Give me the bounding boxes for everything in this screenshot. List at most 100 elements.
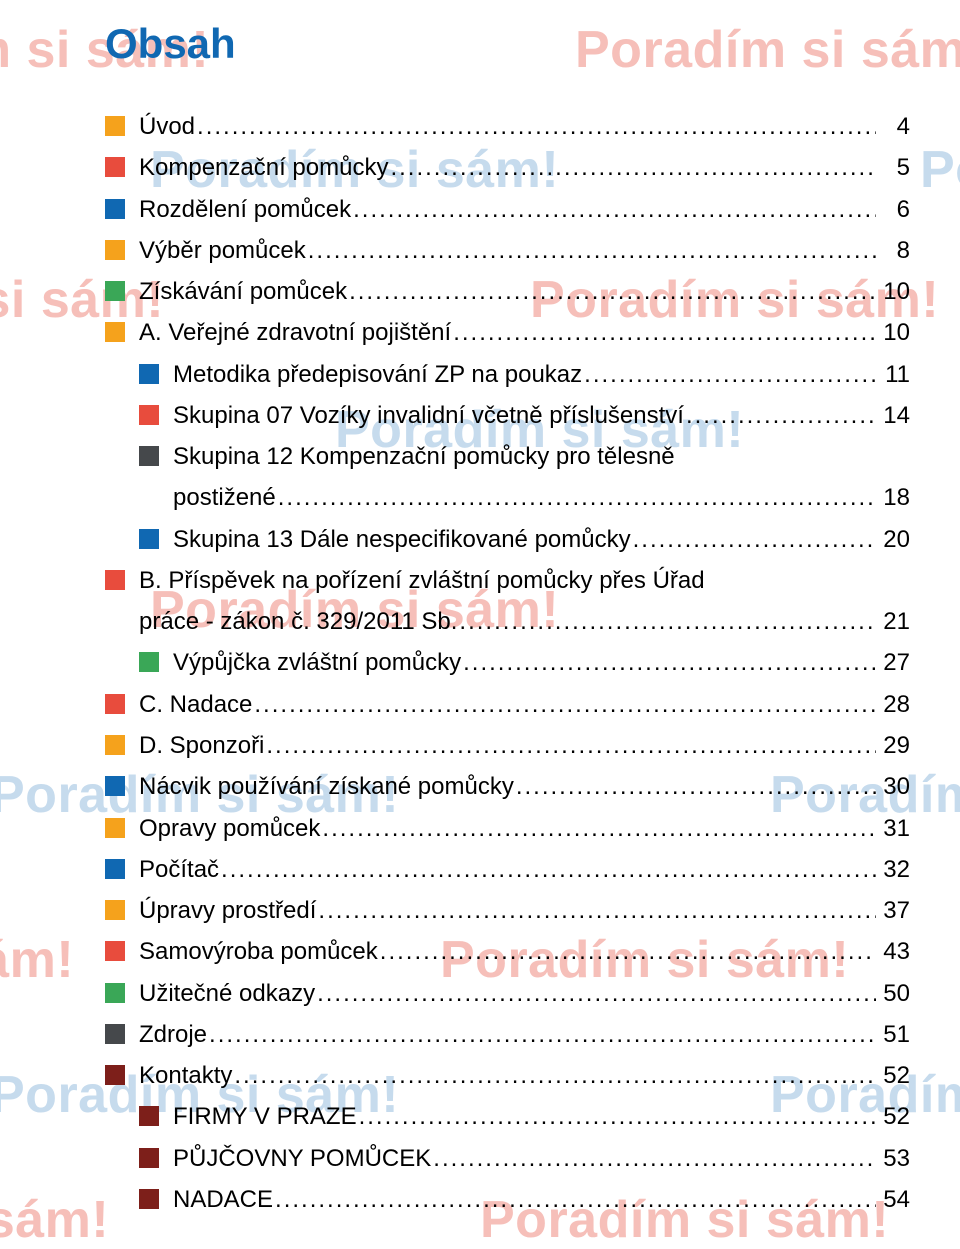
toc-row: Rozdělení pomůcek6 bbox=[105, 189, 910, 230]
toc-page: 30 bbox=[876, 766, 910, 807]
leader-dots bbox=[388, 147, 876, 188]
toc-page: 8 bbox=[876, 230, 910, 271]
bullet-square-icon bbox=[105, 735, 125, 755]
toc-label: Metodika předepisování ZP na poukaz bbox=[173, 354, 582, 395]
toc-row: Samovýroba pomůcek 43 bbox=[105, 931, 910, 972]
toc-page: 27 bbox=[876, 642, 910, 683]
toc-page: 10 bbox=[876, 312, 910, 353]
bullet-square-icon bbox=[105, 116, 125, 136]
bullet-square-icon bbox=[105, 818, 125, 838]
toc-page: 28 bbox=[876, 684, 910, 725]
toc-row: B. Příspěvek na pořízení zvláštní pomůck… bbox=[105, 560, 910, 601]
toc-row: Získávání pomůcek10 bbox=[105, 271, 910, 312]
toc-label: Skupina 12 Kompenzační pomůcky pro těles… bbox=[173, 436, 675, 477]
bullet-square-icon bbox=[139, 1106, 159, 1126]
toc-page: 54 bbox=[876, 1179, 910, 1220]
toc-row-continuation: práce - zákon č. 329/2011 Sb. 21 bbox=[105, 601, 910, 642]
leader-dots bbox=[461, 642, 876, 683]
toc-page: 53 bbox=[876, 1138, 910, 1179]
bullet-square-icon bbox=[105, 983, 125, 1003]
toc-label: Kompenzační pomůcky bbox=[139, 147, 388, 188]
bullet-square-icon bbox=[105, 199, 125, 219]
toc-label: FIRMY V PRAZE bbox=[173, 1096, 357, 1137]
indent-spacer bbox=[105, 381, 139, 382]
toc-label: Výběr pomůcek bbox=[139, 230, 306, 271]
toc-page: 29 bbox=[876, 725, 910, 766]
leader-dots bbox=[451, 312, 876, 353]
toc-row: D. Sponzoři 29 bbox=[105, 725, 910, 766]
toc-label: Úpravy prostředí bbox=[139, 890, 316, 931]
leader-dots bbox=[252, 684, 876, 725]
bullet-spacer bbox=[139, 504, 173, 505]
toc-row: PŮJČOVNY POMŮCEK 53 bbox=[105, 1138, 910, 1179]
toc-label: C. Nadace bbox=[139, 684, 252, 725]
leader-dots bbox=[457, 601, 876, 642]
bullet-square-icon bbox=[105, 322, 125, 342]
toc-row: Úpravy prostředí37 bbox=[105, 890, 910, 931]
toc-row: Zdroje 51 bbox=[105, 1014, 910, 1055]
toc-label: Úvod bbox=[139, 106, 195, 147]
toc-row: C. Nadace 28 bbox=[105, 684, 910, 725]
toc-page: 52 bbox=[876, 1096, 910, 1137]
indent-spacer bbox=[105, 1165, 139, 1166]
toc-label: Užitečné odkazy bbox=[139, 973, 315, 1014]
leader-dots bbox=[264, 725, 876, 766]
toc-page: 20 bbox=[876, 519, 910, 560]
bullet-square-icon bbox=[139, 446, 159, 466]
toc-page: 6 bbox=[876, 189, 910, 230]
toc-page: 21 bbox=[876, 601, 910, 642]
leader-dots bbox=[195, 106, 876, 147]
toc-row: Počítač32 bbox=[105, 849, 910, 890]
toc-row: Skupina 13 Dále nespecifikované pomůcky2… bbox=[105, 519, 910, 560]
toc-page: 52 bbox=[876, 1055, 910, 1096]
toc-label-cont: práce - zákon č. 329/2011 Sb. bbox=[139, 601, 457, 642]
toc-label: PŮJČOVNY POMŮCEK bbox=[173, 1138, 431, 1179]
toc-row: Skupina 07 Vozíky invalidní včetně přísl… bbox=[105, 395, 910, 436]
bullet-square-icon bbox=[105, 694, 125, 714]
toc-label: Zdroje bbox=[139, 1014, 207, 1055]
toc-label: Opravy pomůcek bbox=[139, 808, 320, 849]
toc-page: 50 bbox=[876, 973, 910, 1014]
leader-dots bbox=[232, 1055, 876, 1096]
leader-dots bbox=[306, 230, 876, 271]
toc-page: 43 bbox=[876, 931, 910, 972]
leader-dots bbox=[378, 931, 876, 972]
leader-dots bbox=[431, 1138, 876, 1179]
toc-row: Kontakty 52 bbox=[105, 1055, 910, 1096]
toc-page: 10 bbox=[876, 271, 910, 312]
leader-dots bbox=[684, 395, 876, 436]
toc-label: Kontakty bbox=[139, 1055, 232, 1096]
bullet-square-icon bbox=[105, 900, 125, 920]
toc-row: Kompenzační pomůcky 5 bbox=[105, 147, 910, 188]
indent-spacer bbox=[105, 669, 139, 670]
leader-dots bbox=[276, 477, 876, 518]
toc-page: 14 bbox=[876, 395, 910, 436]
toc-label: D. Sponzoři bbox=[139, 725, 264, 766]
bullet-square-icon bbox=[105, 240, 125, 260]
leader-dots bbox=[273, 1179, 876, 1220]
toc-page: 5 bbox=[876, 147, 910, 188]
toc-label: Samovýroba pomůcek bbox=[139, 931, 378, 972]
toc-label: Nácvik používání získané pomůcky bbox=[139, 766, 514, 807]
toc-label-cont: postižené bbox=[173, 477, 276, 518]
bullet-square-icon bbox=[105, 941, 125, 961]
toc-page: 32 bbox=[876, 849, 910, 890]
toc-page: 51 bbox=[876, 1014, 910, 1055]
toc-label: Výpůjčka zvláštní pomůcky bbox=[173, 642, 461, 683]
bullet-square-icon bbox=[139, 364, 159, 384]
toc-row: Výběr pomůcek 8 bbox=[105, 230, 910, 271]
toc-row-continuation: postižené 18 bbox=[105, 477, 910, 518]
table-of-contents: Úvod4Kompenzační pomůcky 5Rozdělení pomůc… bbox=[105, 106, 910, 1220]
bullet-square-icon bbox=[139, 1148, 159, 1168]
page-title: Obsah bbox=[105, 20, 910, 68]
leader-dots bbox=[320, 808, 876, 849]
toc-label: B. Příspěvek na pořízení zvláštní pomůck… bbox=[139, 560, 705, 601]
toc-row: Výpůjčka zvláštní pomůcky 27 bbox=[105, 642, 910, 683]
leader-dots bbox=[347, 271, 876, 312]
bullet-square-icon bbox=[105, 1065, 125, 1085]
toc-label: NADACE bbox=[173, 1179, 273, 1220]
toc-row: Úvod4 bbox=[105, 106, 910, 147]
leader-dots bbox=[582, 354, 876, 395]
toc-page: 18 bbox=[876, 477, 910, 518]
toc-page: 11 bbox=[876, 354, 910, 395]
